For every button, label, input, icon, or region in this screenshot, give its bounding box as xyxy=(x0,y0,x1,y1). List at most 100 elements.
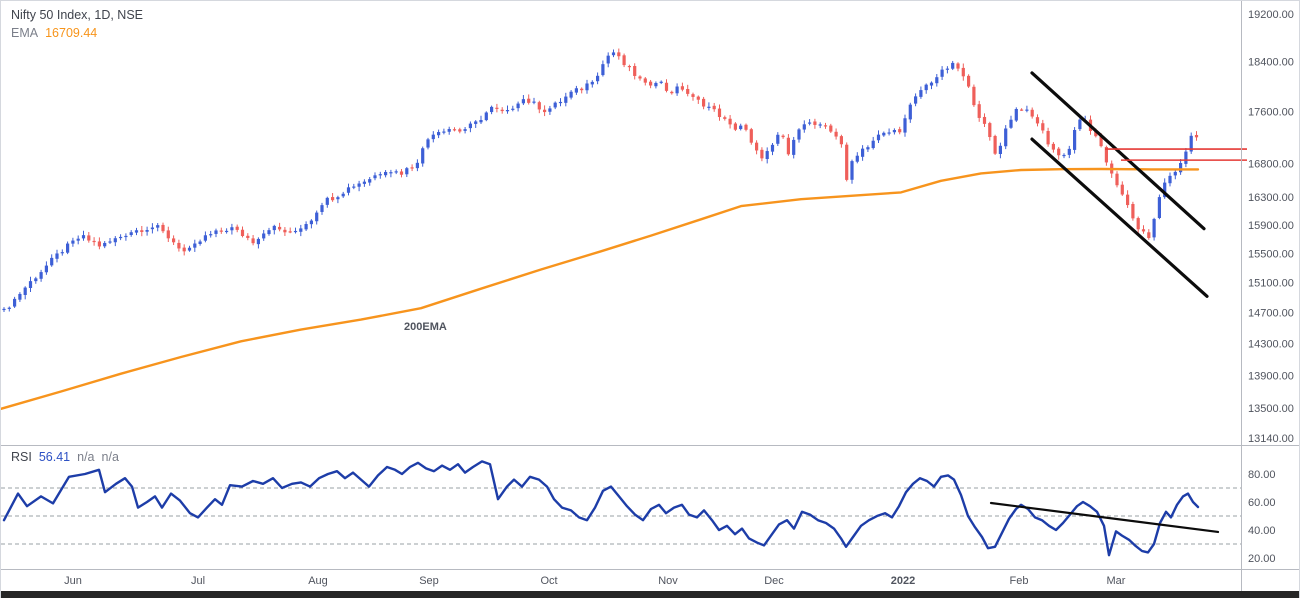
candle-body xyxy=(611,52,616,56)
candle-body xyxy=(495,107,499,109)
price-pane[interactable] xyxy=(1,1,1241,445)
time-axis-label: Mar xyxy=(1107,575,1126,587)
candle-body xyxy=(66,243,70,253)
candle-body xyxy=(161,224,165,232)
candle-body xyxy=(410,167,414,169)
ema-text-label[interactable]: 200EMA xyxy=(404,321,447,333)
candle-body xyxy=(633,66,637,76)
candle-body xyxy=(892,130,896,133)
rsi-legend[interactable]: RSI 56.41 n/a n/a xyxy=(11,448,126,466)
candle-body xyxy=(1104,147,1108,163)
candle-body xyxy=(1051,143,1055,150)
candle-body xyxy=(246,235,250,238)
rsi-axis-label: 20.00 xyxy=(1248,553,1276,565)
rsi-line[interactable] xyxy=(2,460,1200,557)
time-axis-scale[interactable] xyxy=(1,570,1241,591)
candle-body xyxy=(972,86,976,106)
candle-body xyxy=(13,298,17,307)
candle-body xyxy=(187,247,192,251)
candle-body xyxy=(993,135,997,154)
candle-body xyxy=(373,175,377,179)
candle-body xyxy=(325,197,329,205)
candle-body xyxy=(458,129,462,132)
price-axis-scale[interactable] xyxy=(1242,1,1300,591)
candle-body xyxy=(1126,194,1130,206)
rsi-trendline[interactable] xyxy=(989,501,1220,534)
candle-body xyxy=(861,148,865,157)
candle-body xyxy=(670,91,674,94)
candle-body xyxy=(2,308,6,311)
candle-body xyxy=(527,98,531,103)
time-axis-label: Dec xyxy=(764,575,784,587)
candle-body xyxy=(108,241,112,243)
candle-body xyxy=(945,68,949,70)
candle-body xyxy=(712,105,716,110)
candle-body xyxy=(214,230,218,234)
candle-body xyxy=(717,108,722,118)
window-bottom-edge xyxy=(1,591,1299,598)
candle-body xyxy=(124,235,128,238)
candle-body xyxy=(368,179,372,183)
channel-upper[interactable] xyxy=(1030,71,1206,231)
candle-body xyxy=(1078,119,1082,130)
candle-body xyxy=(749,129,753,143)
candle-body xyxy=(97,241,101,247)
candle-body xyxy=(1014,108,1018,121)
candle-body xyxy=(447,129,451,132)
price-legend[interactable]: Nifty 50 Index, 1D, NSE EMA 16709.44 xyxy=(11,6,150,42)
candle-body xyxy=(967,75,971,87)
candle-body xyxy=(1067,148,1071,155)
candle-body xyxy=(770,144,775,152)
candle-body xyxy=(898,129,902,133)
channel-lower[interactable] xyxy=(1030,137,1209,298)
candle-body xyxy=(1173,171,1177,176)
candle-body xyxy=(442,131,446,133)
candle-body xyxy=(564,96,568,103)
candle-body xyxy=(739,125,743,130)
candle-body xyxy=(548,108,552,112)
candle-body xyxy=(283,229,287,233)
rsi-axis-label: 60.00 xyxy=(1248,497,1276,509)
candle-body xyxy=(421,148,425,164)
candle-body xyxy=(81,235,86,239)
price-axis-label: 16300.00 xyxy=(1248,192,1294,204)
candle-body xyxy=(569,91,573,98)
candle-body xyxy=(394,171,398,173)
candle-body xyxy=(44,265,48,273)
candle-body xyxy=(574,88,578,93)
candle-body xyxy=(887,132,891,134)
candle-body xyxy=(134,230,139,233)
candle-body xyxy=(1115,173,1119,186)
candle-body xyxy=(293,230,298,233)
candle-body xyxy=(1025,109,1029,111)
candle-body xyxy=(601,64,605,76)
candle-body xyxy=(490,106,494,113)
candle-body xyxy=(7,307,11,309)
candle-body xyxy=(876,134,881,141)
candle-body xyxy=(664,82,669,91)
candle-body xyxy=(760,149,764,159)
legend-ema-row[interactable]: EMA 16709.44 xyxy=(11,24,150,42)
candle-body xyxy=(219,230,223,232)
legend-symbol-row[interactable]: Nifty 50 Index, 1D, NSE xyxy=(11,6,150,24)
candle-body xyxy=(309,220,313,225)
candle-body xyxy=(437,132,441,136)
candle-body xyxy=(855,155,859,162)
candle-body xyxy=(315,212,319,222)
candle-body xyxy=(346,187,351,193)
rsi-na-2: n/a xyxy=(101,450,119,464)
candle-body xyxy=(405,168,409,175)
symbol-title: Nifty 50 Index, 1D, NSE xyxy=(11,8,144,22)
candle-body xyxy=(1136,218,1140,230)
candle-body xyxy=(792,139,796,155)
rsi-axis-label: 40.00 xyxy=(1248,525,1276,537)
candle-body xyxy=(728,118,732,125)
candle-body xyxy=(304,224,308,230)
candle-body xyxy=(834,131,838,137)
price-axis-label: 15500.00 xyxy=(1248,249,1294,261)
candle-body xyxy=(256,238,260,245)
ema-line[interactable] xyxy=(1,167,1200,410)
candle-body xyxy=(596,75,600,82)
candle-body xyxy=(532,101,536,103)
